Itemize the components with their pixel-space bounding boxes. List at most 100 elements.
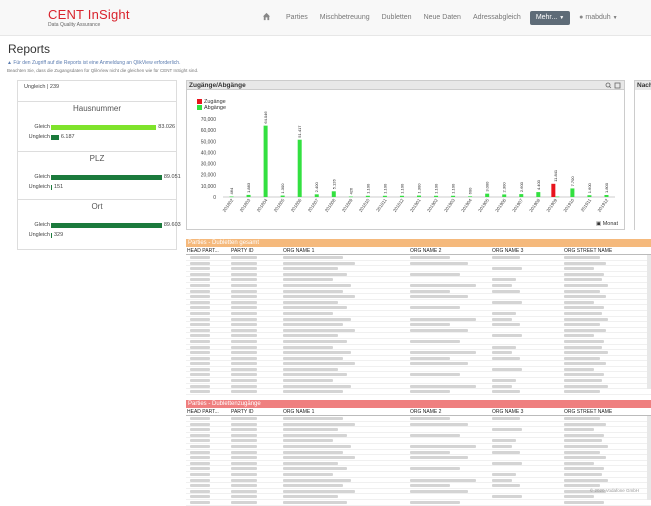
table-row[interactable] [186,478,651,484]
bar-abgnge[interactable] [399,195,404,197]
table-row[interactable] [186,450,651,456]
col-party-id[interactable]: PARTY ID [231,248,254,254]
table-row[interactable] [186,261,651,267]
table-row[interactable] [186,422,651,428]
chart-tools-icon[interactable] [605,82,621,89]
bar-abgnge[interactable] [382,195,387,197]
bar-abgnge[interactable] [519,194,524,197]
col-org-name-3[interactable]: ORG NAME 3 [492,248,524,254]
table-row[interactable] [186,461,651,467]
table-row[interactable] [186,433,651,439]
table-row[interactable] [186,266,651,272]
bar-abgnge[interactable] [246,194,251,197]
bar-abgnge[interactable] [604,194,609,197]
bar-abgnge[interactable] [417,195,421,197]
table-row[interactable] [186,472,651,478]
col-org-name-2[interactable]: ORG NAME 2 [410,248,442,254]
table-cell [564,461,594,465]
nav-item-adressabgleich[interactable]: Adressabgleich [472,14,521,21]
nav-item-dubletten[interactable]: Dubletten [381,14,412,21]
bar-abgnge[interactable] [536,192,541,197]
table-row[interactable] [186,378,651,384]
col-head-party[interactable]: HEAD PART... [187,409,219,415]
col-org-name-2[interactable]: ORG NAME 2 [410,409,442,415]
nav-item-mischbetreuung[interactable]: Mischbetreuung [319,14,370,21]
bar-value: 329 [54,232,64,238]
table-row[interactable] [186,444,651,450]
table-row[interactable] [186,438,651,444]
table-row[interactable] [186,367,651,373]
x-tick-label: 201802 [222,197,235,213]
bar-abgnge[interactable] [331,191,336,197]
table-row[interactable] [186,361,651,367]
bar-abgnge[interactable] [468,196,473,197]
bar-zugnge[interactable] [551,183,556,197]
col-org-street-name[interactable]: ORG STREET NAME [564,248,613,254]
table-cell [410,484,450,488]
table-scrollbar[interactable] [647,416,651,500]
table-row[interactable] [186,333,651,339]
bar-abgnge[interactable] [280,195,285,197]
table-row[interactable] [186,384,651,390]
bar-abgnge[interactable] [314,194,319,197]
table-cell [231,428,257,432]
table-row[interactable] [186,289,651,295]
bar-abgnge[interactable] [365,195,370,197]
bar-abgnge[interactable] [570,188,575,197]
table-row[interactable] [186,389,651,395]
bar-abgnge[interactable] [297,139,302,197]
nav-item-neue-daten[interactable]: Neue Daten [423,14,461,21]
bar-abgnge[interactable] [434,195,439,197]
table-row[interactable] [186,494,651,500]
table-row[interactable] [186,356,651,362]
table-row[interactable] [186,483,651,489]
table-row[interactable] [186,427,651,433]
table-row[interactable] [186,311,651,317]
brand-logo[interactable]: CENT InSight Data Quality Assurance [48,7,130,28]
table-row[interactable] [186,283,651,289]
table-cell [231,417,257,420]
table-row[interactable] [186,455,651,461]
table-row[interactable] [186,322,651,328]
bar-abgnge[interactable] [587,195,592,197]
home-icon[interactable] [262,12,271,21]
table-row[interactable] [186,305,651,311]
table-row[interactable] [186,345,651,351]
table-row[interactable] [186,466,651,472]
bar-abgnge[interactable] [451,195,456,197]
table-row[interactable] [186,294,651,300]
table-row[interactable] [186,255,651,261]
user-menu[interactable]: ● mabduh ▼ [573,0,623,36]
table-cell [190,339,210,343]
col-org-street-name[interactable]: ORG STREET NAME [564,409,613,415]
col-org-name-1[interactable]: ORG NAME 1 [283,248,315,254]
table-row[interactable] [186,416,651,422]
table-cell [231,267,257,271]
table-row[interactable] [186,272,651,278]
bar-abgnge[interactable] [348,196,353,198]
bar-abgnge[interactable] [485,193,490,197]
table-row[interactable] [186,372,651,379]
col-org-name-3[interactable]: ORG NAME 3 [492,409,524,415]
table-row[interactable] [186,328,651,334]
table-cell [283,373,347,377]
bar-abgnge[interactable] [555,196,560,198]
nav-more-dropdown[interactable]: Mehr... ▼ [529,11,571,25]
table-row[interactable] [186,300,651,306]
table-scrollbar[interactable] [647,255,651,389]
bar-abgnge[interactable] [229,196,234,198]
table-row[interactable] [186,339,651,345]
table-row[interactable] [186,277,651,283]
chevron-down-icon: ▼ [612,15,618,21]
col-party-id[interactable]: PARTY ID [231,409,254,415]
nav-item-parties[interactable]: Parties [286,14,308,21]
table-row[interactable] [186,489,651,495]
bar-abgnge[interactable] [263,125,268,197]
col-org-name-1[interactable]: ORG NAME 1 [283,409,315,415]
table-row[interactable] [186,350,651,356]
table-row[interactable] [186,500,651,506]
chart-panel-header: Zugänge/Abgänge [187,81,624,90]
col-head-party[interactable]: HEAD PART... [187,248,219,254]
table-row[interactable] [186,317,651,323]
bar-abgnge[interactable] [502,194,507,197]
